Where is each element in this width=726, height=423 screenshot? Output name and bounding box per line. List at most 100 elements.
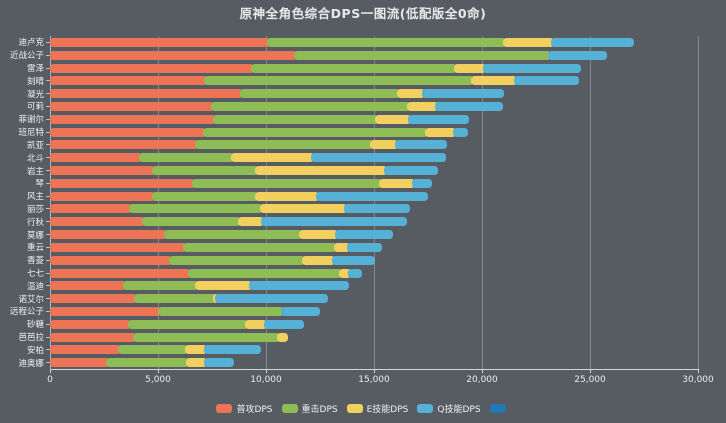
category-label: 莫娜 xyxy=(26,230,44,241)
bar-segment-series-0 xyxy=(50,114,217,124)
stacked-bar xyxy=(50,268,698,278)
bar-row: 七七 xyxy=(0,267,726,280)
bar-segment-series-2 xyxy=(396,89,425,99)
y-tickmark xyxy=(46,272,50,274)
chart-title: 原神全角色综合DPS一图流(低配版全0命) xyxy=(239,6,487,21)
stacked-bar xyxy=(50,114,698,124)
bar-segment-series-0 xyxy=(50,76,207,86)
bar-segment-series-2 xyxy=(244,319,268,329)
x-tickmark xyxy=(158,370,159,373)
bar-segment-series-3 xyxy=(548,50,608,60)
bar-segment-series-3 xyxy=(421,89,504,99)
bar-segment-series-2 xyxy=(378,178,416,188)
bar-row: 迪奥娜 xyxy=(0,356,726,369)
stacked-bar xyxy=(50,89,698,99)
bar-segment-series-3 xyxy=(203,358,234,368)
legend-swatch xyxy=(281,404,298,413)
bar-segment-series-1 xyxy=(213,114,379,124)
bar-segment-series-1 xyxy=(294,50,552,60)
bar-rows: 迪卢克 近战公子 雷泽 刻晴 凝光 可莉 菲谢尔 班尼特 凯亚 北斗 岩主琴风主 丽莎 行秋 莫娜 重云 香菱… xyxy=(0,36,726,369)
gridline xyxy=(50,36,51,369)
bar-segment-series-3 xyxy=(347,242,382,252)
bar-segment-series-2 xyxy=(502,37,555,47)
bar-row: 丽莎 xyxy=(0,203,726,216)
grid-layer xyxy=(50,36,699,369)
stacked-bar xyxy=(50,255,698,265)
gridline xyxy=(590,36,591,369)
legend-label: 普攻DPS xyxy=(236,405,273,415)
bar-row: 行秋 xyxy=(0,215,726,228)
category-label: 迪卢克 xyxy=(18,38,44,49)
bar-row: 安柏 xyxy=(0,344,726,357)
legend-item-3: Q技能DPS xyxy=(417,402,481,415)
stacked-bar xyxy=(50,230,698,240)
category-label: 远程公子 xyxy=(9,307,44,318)
stacked-bar xyxy=(50,332,698,342)
category-label: 可莉 xyxy=(26,102,44,113)
bar-segment-series-3 xyxy=(248,281,350,291)
bar-segment-series-3 xyxy=(434,101,503,111)
y-tickmark xyxy=(46,362,50,364)
y-tickmark xyxy=(46,41,50,43)
bar-segment-series-1 xyxy=(169,255,305,265)
bar-segment-series-0 xyxy=(50,204,133,214)
y-tickmark xyxy=(46,195,50,197)
bar-segment-series-1 xyxy=(240,89,400,99)
x-tickmark xyxy=(698,370,699,373)
y-tickmark xyxy=(46,170,50,172)
stacked-bar xyxy=(50,166,698,176)
legend-swatch xyxy=(216,404,233,413)
bar-segment-series-2 xyxy=(186,358,207,368)
x-tickmark xyxy=(266,370,267,373)
bar-segment-series-0 xyxy=(50,37,271,47)
y-tickmark xyxy=(46,285,50,287)
category-label: 雷泽 xyxy=(26,64,44,75)
category-label: 温迪 xyxy=(26,281,44,292)
x-tickmark xyxy=(50,370,51,373)
bar-segment-series-1 xyxy=(183,242,338,252)
bar-segment-series-0 xyxy=(50,230,167,240)
stacked-bar xyxy=(50,63,698,73)
stacked-bar xyxy=(50,345,698,355)
bar-row: 雷泽 xyxy=(0,62,726,75)
y-tickmark xyxy=(46,131,50,133)
y-tickmark xyxy=(46,349,50,351)
bar-segment-series-0 xyxy=(50,255,173,265)
bar-segment-series-1 xyxy=(122,281,198,291)
bar-segment-series-1 xyxy=(163,230,302,240)
y-tickmark xyxy=(46,80,50,82)
bar-segment-series-1 xyxy=(191,178,382,188)
bar-segment-series-3 xyxy=(315,191,428,201)
bar-segment-series-2 xyxy=(425,127,457,137)
y-tickmark xyxy=(46,234,50,236)
bar-segment-series-0 xyxy=(50,358,110,368)
legend-label: 重击DPS xyxy=(301,405,338,415)
category-label: 班尼特 xyxy=(18,128,44,139)
bar-row: 班尼特 xyxy=(0,126,726,139)
stacked-bar xyxy=(50,37,698,47)
x-ticklabel: 20,000 xyxy=(466,375,498,385)
y-tickmark xyxy=(46,221,50,223)
bar-segment-series-0 xyxy=(50,294,138,304)
bar-segment-series-0 xyxy=(50,63,255,73)
bar-segment-series-2 xyxy=(238,217,264,227)
bar-segment-series-3 xyxy=(310,153,447,163)
x-ticklabel: 25,000 xyxy=(574,375,606,385)
bar-segment-series-2 xyxy=(406,101,438,111)
bar-segment-series-2 xyxy=(255,166,387,176)
y-tickmark xyxy=(46,157,50,159)
bar-segment-series-2 xyxy=(194,281,252,291)
category-label: 刻晴 xyxy=(26,76,44,87)
bar-segment-series-0 xyxy=(50,191,155,201)
y-tickmark xyxy=(46,336,50,338)
y-tickmark xyxy=(46,323,50,325)
bar-segment-series-2 xyxy=(230,153,314,163)
bar-segment-series-1 xyxy=(133,332,281,342)
bar-segment-series-0 xyxy=(50,50,298,60)
bar-segment-series-1 xyxy=(138,153,234,163)
gridline xyxy=(374,36,375,369)
stacked-bar xyxy=(50,358,698,368)
stacked-bar xyxy=(50,127,698,137)
bar-segment-series-3 xyxy=(407,114,470,124)
y-tickmark xyxy=(46,118,50,120)
